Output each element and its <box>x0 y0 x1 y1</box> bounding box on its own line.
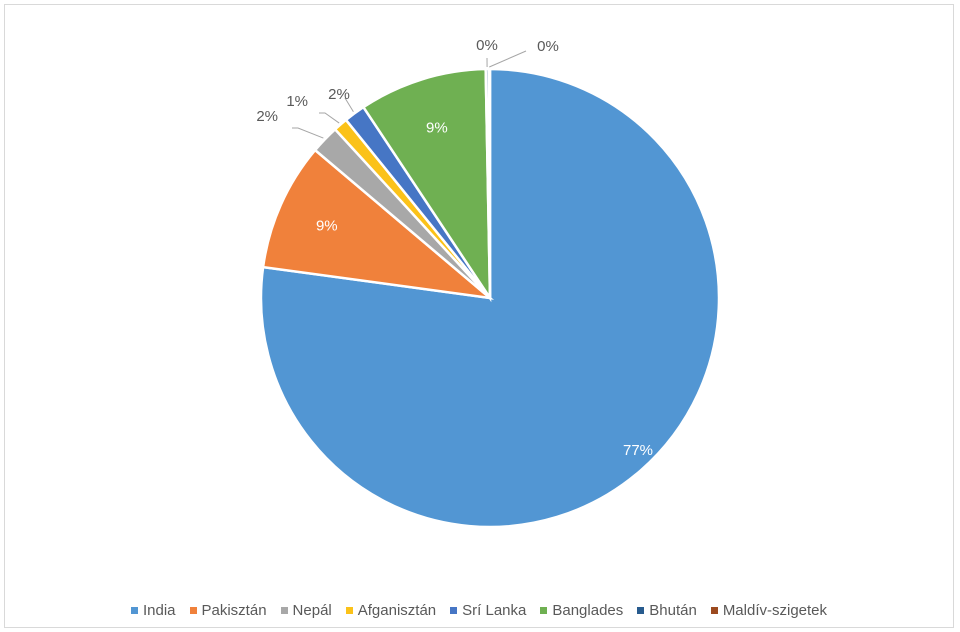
legend-swatch <box>450 606 458 614</box>
pie-slice-maldív-szigetek <box>487 67 492 299</box>
pie-slice-banglades <box>361 67 492 303</box>
legend-label: India <box>142 601 176 619</box>
legend-label: Nepál <box>292 601 332 619</box>
data-label: 9% <box>426 119 448 136</box>
legend-label: Pakisztán <box>201 601 267 619</box>
chart-area: 77% 9% 2% 1% 2% 9% 0% 0% India Pakisztán Nepál Afg… <box>4 4 954 628</box>
legend-label: Srí Lanka <box>462 601 527 619</box>
legend-swatch <box>280 606 288 614</box>
leader-line <box>292 127 324 139</box>
data-label: 0% <box>537 38 559 55</box>
legend-item: Bhután <box>637 602 697 619</box>
data-label: 9% <box>316 217 338 234</box>
data-label: 1% <box>286 93 308 110</box>
legend-item: Banglades <box>540 602 623 619</box>
legend-label: Afganisztán <box>357 601 437 619</box>
legend-item: Pakisztán <box>189 601 267 619</box>
legend-swatch <box>189 606 197 614</box>
legend-swatch <box>345 606 353 614</box>
pie-chart: 77% 9% 2% 1% 2% 9% 0% 0% <box>256 37 721 529</box>
legend-swatch <box>130 606 138 614</box>
legend-item: Srí Lanka <box>450 602 526 619</box>
legend-swatch <box>540 606 548 614</box>
legend-label: Banglades <box>552 601 624 619</box>
data-label: 0% <box>476 37 498 54</box>
data-label: 2% <box>256 108 278 125</box>
legend-label: Bhután <box>649 601 697 619</box>
leader-line <box>344 97 354 112</box>
legend-item: Afganisztán <box>345 601 437 619</box>
legend-swatch <box>637 606 645 614</box>
legend-item: Maldív-szigetek <box>710 601 828 619</box>
chart-legend: India Pakisztán Nepál Afganisztán Srí Lanka B… <box>5 599 953 621</box>
data-label: 77% <box>623 442 653 459</box>
legend-item: India <box>130 601 176 619</box>
leader-line <box>489 50 527 68</box>
legend-swatch <box>710 606 718 614</box>
leader-line <box>319 112 340 124</box>
data-label: 2% <box>328 86 350 103</box>
legend-item: Nepál <box>280 601 332 619</box>
legend-label: Maldív-szigetek <box>722 601 828 619</box>
pie-slice-pakisztán <box>261 148 495 300</box>
